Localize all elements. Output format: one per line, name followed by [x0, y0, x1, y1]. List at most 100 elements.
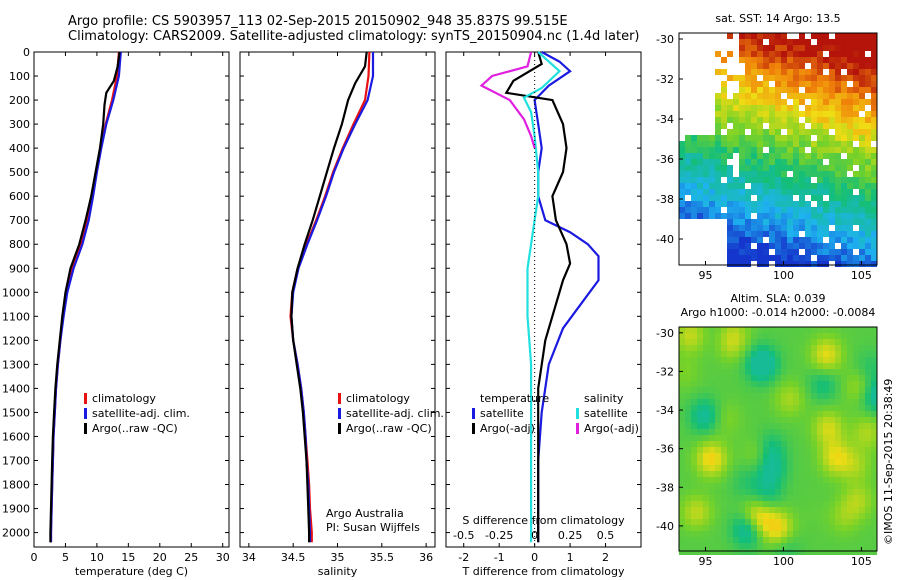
sst-cell — [841, 261, 847, 267]
title-line-1: Argo profile: CS 5903957_113 02-Sep-2015… — [68, 14, 568, 29]
sla-cell — [823, 333, 829, 339]
sst-cell — [871, 75, 877, 81]
sla-cell — [859, 387, 865, 393]
sst-cell — [847, 231, 853, 237]
sst-cell — [817, 219, 823, 225]
sla-cell — [751, 429, 757, 435]
sst-cell — [721, 69, 727, 75]
sst-cell — [829, 249, 835, 255]
sla-cell — [835, 531, 841, 537]
sla-cell — [829, 489, 835, 495]
sla-cell — [775, 357, 781, 363]
sst-cell — [871, 111, 877, 117]
sla-cell — [847, 477, 853, 483]
sla-cell — [841, 465, 847, 471]
sla-cell — [871, 507, 877, 513]
sst-cell — [721, 201, 727, 207]
sla-cell — [847, 387, 853, 393]
sla-cell — [733, 447, 739, 453]
sla-cell — [817, 471, 823, 477]
sst-cell — [763, 207, 769, 213]
sst-cell — [859, 243, 865, 249]
sst-cell — [763, 93, 769, 99]
sst-cell — [757, 153, 763, 159]
sla-cell — [829, 465, 835, 471]
sla-cell — [727, 435, 733, 441]
sla-cell — [721, 471, 727, 477]
sla-cell — [835, 453, 841, 459]
sla-cell — [703, 447, 709, 453]
sla-cell — [679, 411, 685, 417]
sst-cell — [733, 237, 739, 243]
sla-cell — [871, 375, 877, 381]
sla-cell — [775, 423, 781, 429]
sla-cell — [811, 417, 817, 423]
sla-cell — [805, 417, 811, 423]
sla-cell — [847, 357, 853, 363]
sla-cell — [679, 537, 685, 543]
sla-cell — [775, 351, 781, 357]
sla-cell — [805, 465, 811, 471]
sla-cell — [727, 471, 733, 477]
sla-cell — [793, 543, 799, 549]
sst-cell — [727, 129, 733, 135]
sst-cell — [805, 111, 811, 117]
sla-cell — [715, 429, 721, 435]
sla-cell — [775, 387, 781, 393]
sst-cell — [871, 93, 877, 99]
sst-cell — [727, 33, 733, 39]
sla-cell — [853, 393, 859, 399]
sst-cell — [835, 105, 841, 111]
sla-cell — [727, 513, 733, 519]
sla-cell — [709, 471, 715, 477]
sla-cell — [745, 339, 751, 345]
sla-cell — [835, 399, 841, 405]
depth-tick-label: 1200 — [2, 334, 30, 347]
sla-cell — [805, 495, 811, 501]
sla-cell — [859, 477, 865, 483]
sla-cell — [709, 399, 715, 405]
sst-cell — [841, 225, 847, 231]
sla-cell — [805, 387, 811, 393]
sst-cell — [865, 111, 871, 117]
sst-cell — [865, 129, 871, 135]
sst-cell — [781, 201, 787, 207]
sla-cell — [775, 483, 781, 489]
sst-cell — [709, 147, 715, 153]
sst-cell — [835, 117, 841, 123]
sst-cell — [763, 183, 769, 189]
sst-cell — [841, 213, 847, 219]
salinity-legend-swatch — [338, 408, 341, 419]
sst-cell — [787, 189, 793, 195]
sla-cell — [721, 483, 727, 489]
sla-cell — [703, 435, 709, 441]
sst-cell — [691, 159, 697, 165]
sst-cell — [751, 153, 757, 159]
sst-cell — [859, 93, 865, 99]
sla-cell — [811, 549, 817, 555]
sst-cell — [859, 63, 865, 69]
sst-cell — [829, 135, 835, 141]
sst-cell — [709, 195, 715, 201]
sla-cell — [865, 549, 871, 555]
sst-cell — [703, 207, 709, 213]
sla-cell — [847, 459, 853, 465]
sst-cell — [739, 243, 745, 249]
sla-cell — [829, 447, 835, 453]
sst-cell — [709, 171, 715, 177]
sla-cell — [841, 351, 847, 357]
sst-cell — [823, 207, 829, 213]
sla-cell — [685, 531, 691, 537]
sst-cell — [805, 219, 811, 225]
sla-cell — [721, 339, 727, 345]
sla-cell — [829, 459, 835, 465]
sst-cell — [721, 159, 727, 165]
sst-cell — [751, 105, 757, 111]
sla-cell — [871, 519, 877, 525]
sst-cell — [691, 189, 697, 195]
sst-cell — [817, 105, 823, 111]
sst-cell — [703, 177, 709, 183]
salinity-series-satellite-adj-clim- — [290, 52, 375, 543]
difference-xtick-label: -2 — [458, 551, 469, 564]
sla-cell — [697, 375, 703, 381]
